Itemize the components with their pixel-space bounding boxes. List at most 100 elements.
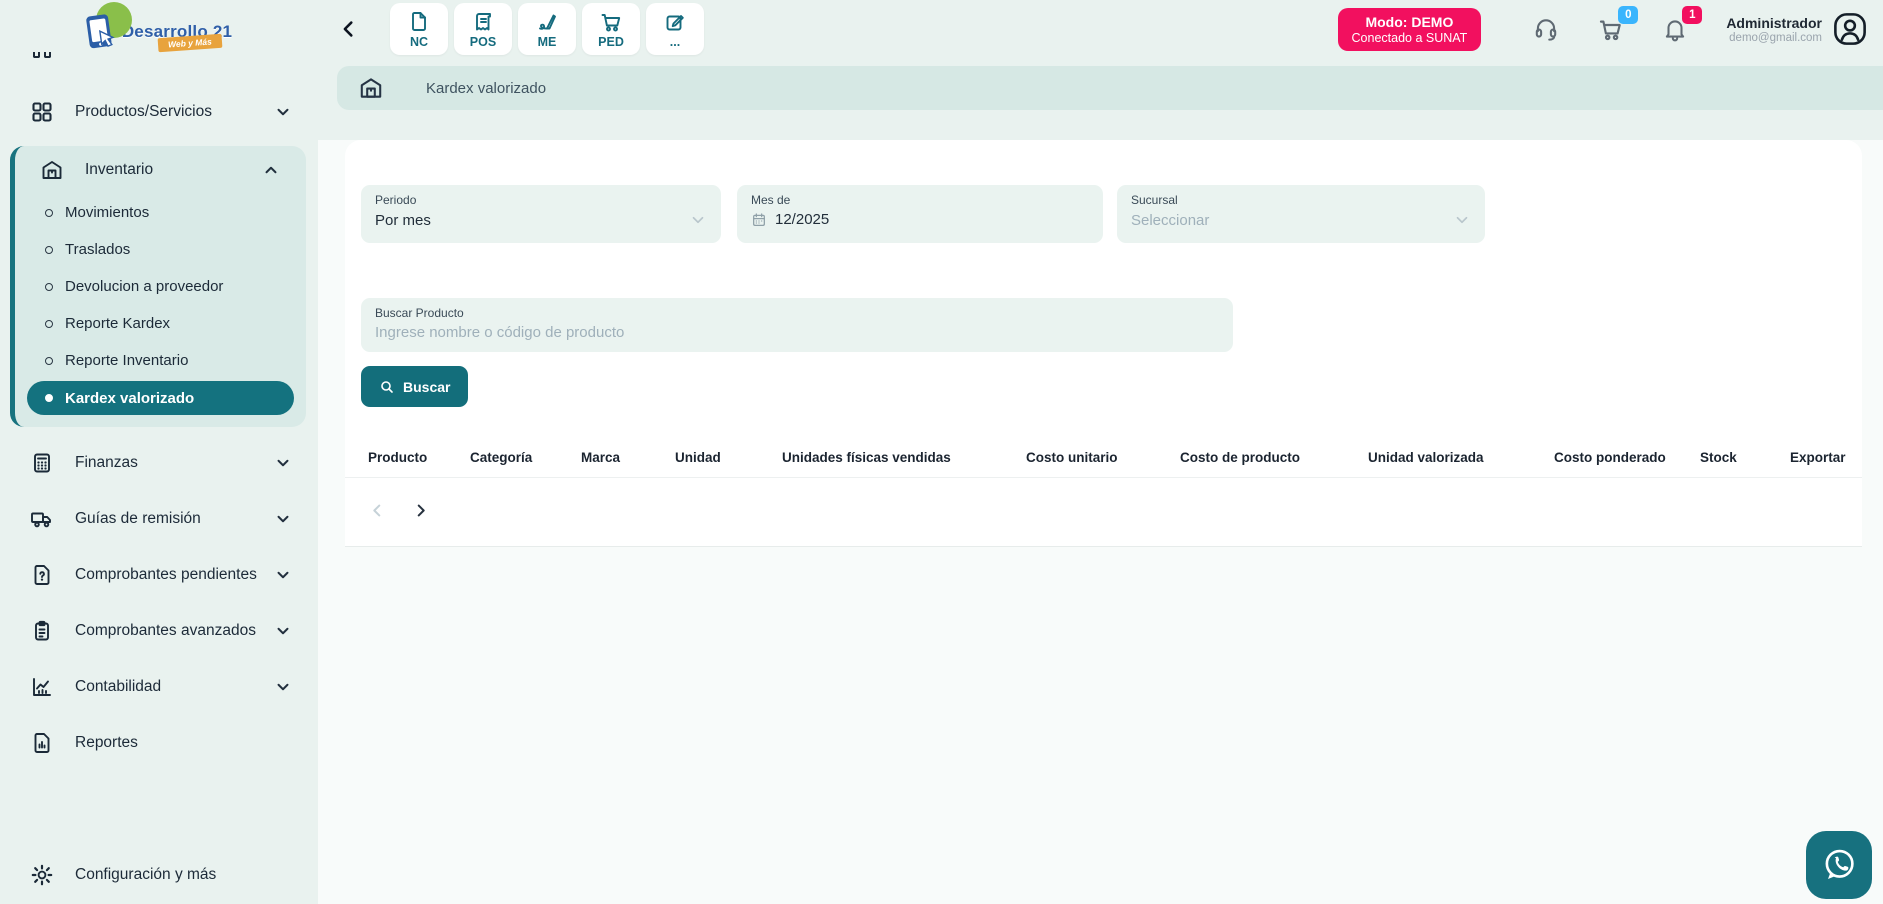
pen-icon <box>539 14 556 30</box>
table-header-row: Producto Categoría Marca Unidad Unidades… <box>345 444 1862 477</box>
buscar-button[interactable]: Buscar <box>361 366 469 407</box>
sidebar-item-comprobantes-pendientes[interactable]: Comprobantes pendientes <box>0 547 318 603</box>
chevron-up-icon <box>265 166 277 174</box>
periodo-select[interactable]: Periodo Por mes <box>361 185 721 243</box>
column-header-costo-de-producto: Costo de producto <box>1180 450 1300 465</box>
quick-action-label: ... <box>669 34 681 49</box>
quick-action-label: PED <box>598 34 624 49</box>
sidebar-item-comprobantes-avanzados[interactable]: Comprobantes avanzados <box>0 603 318 659</box>
breadcrumb-label: Kardex valorizado <box>426 79 547 97</box>
user-name: Administrador <box>1726 14 1822 31</box>
clipped-menu-icon <box>33 52 51 58</box>
column-header-marca: Marca <box>581 450 621 465</box>
column-header-unidades-fisicas: Unidades físicas vendidas <box>782 450 951 465</box>
back-button[interactable] <box>338 18 360 40</box>
quick-action-pos[interactable]: POS <box>454 3 512 55</box>
chevron-left-icon <box>373 504 381 517</box>
home-warehouse-icon <box>360 78 382 98</box>
chevron-down-icon <box>1456 216 1468 224</box>
whatsapp-icon <box>1825 849 1854 879</box>
main-area: NC POS ME PED <box>318 0 1883 904</box>
chevron-down-icon <box>277 515 289 523</box>
sidebar-subitem-movimientos[interactable]: Movimientos <box>15 194 306 231</box>
notifications-button[interactable]: 1 <box>1662 6 1703 42</box>
bullet-icon <box>45 208 53 217</box>
subitem-label: Kardex valorizado <box>65 389 195 407</box>
sidebar-nav: Productos/Servicios Inventario Movimient… <box>0 84 318 771</box>
chevron-left-icon <box>343 21 353 37</box>
subitem-label: Traslados <box>65 241 131 258</box>
chevron-down-icon <box>277 571 289 579</box>
pagination <box>369 502 429 519</box>
sidebar-item-guias-de-remision[interactable]: Guías de remisión <box>0 491 318 547</box>
column-header-categoria: Categoría <box>470 450 533 465</box>
sidebar-subitem-reporte-kardex[interactable]: Reporte Kardex <box>15 305 306 342</box>
mode-badge-line1: Modo: DEMO <box>1365 13 1454 30</box>
app-logo[interactable]: Desarrollo 21 Web y Más <box>0 0 318 58</box>
cart-count-badge: 0 <box>1618 5 1639 24</box>
quick-action-me[interactable]: ME <box>518 3 576 55</box>
quick-action-ped[interactable]: PED <box>582 3 640 55</box>
user-menu[interactable]: Administrador demo@gmail.com <box>1726 15 1822 44</box>
support-button[interactable] <box>1533 16 1559 42</box>
sidebar-item-label: Productos/Servicios <box>75 103 212 120</box>
mode-badge-line2: Conectado a SUNAT <box>1351 30 1468 45</box>
sidebar-item-reportes[interactable]: Reportes <box>0 715 318 771</box>
sidebar-item-inventario[interactable]: Inventario <box>15 146 306 194</box>
sidebar-item-productos-servicios[interactable]: Productos/Servicios <box>0 84 318 140</box>
file-question-icon <box>34 565 50 585</box>
brand-tagline: Web y Más <box>157 33 223 53</box>
field-label: Buscar Producto <box>375 306 464 320</box>
prev-page-button[interactable] <box>369 502 386 519</box>
column-header-unidad: Unidad <box>675 450 721 465</box>
quick-action-more[interactable]: ... <box>646 3 704 55</box>
sidebar-item-finanzas[interactable]: Finanzas <box>0 435 318 491</box>
sidebar-item-label: Reportes <box>75 734 138 751</box>
sidebar-subitem-kardex-valorizado-selected[interactable]: Kardex valorizado <box>27 381 294 415</box>
demo-mode-badge[interactable]: Modo: DEMO Conectado a SUNAT <box>1337 7 1482 51</box>
mes-de-picker[interactable]: Mes de 12/2025 <box>737 185 1103 243</box>
document-icon <box>412 11 426 31</box>
periodo-value: Por mes <box>375 211 431 229</box>
bullet-icon <box>45 356 53 365</box>
file-chart-icon <box>34 733 50 753</box>
sucursal-select[interactable]: Sucursal Seleccionar <box>1117 185 1485 243</box>
sidebar-item-label: Inventario <box>85 161 154 178</box>
sidebar-footer-label: Configuración y más <box>75 866 217 883</box>
chevron-down-icon <box>277 627 289 635</box>
cart-icon <box>601 13 621 31</box>
quick-action-label: POS <box>469 34 497 49</box>
next-page-button[interactable] <box>412 502 429 519</box>
sidebar-item-contabilidad[interactable]: Contabilidad <box>0 659 318 715</box>
truck-icon <box>31 512 51 528</box>
calendar-icon <box>753 212 765 226</box>
sidebar-item-label: Comprobantes pendientes <box>75 566 257 583</box>
buscar-producto-input[interactable]: Buscar Producto Ingrese nombre o código … <box>361 298 1233 352</box>
tablet-icon <box>86 14 115 49</box>
sidebar-subitem-reporte-inventario[interactable]: Reporte Inventario <box>15 342 306 379</box>
sidebar-subitem-devolucion-a-proveedor[interactable]: Devolucion a proveedor <box>15 268 306 305</box>
headset-icon <box>1536 19 1557 41</box>
edit-icon <box>666 14 684 30</box>
sidebar-subitem-traslados[interactable]: Traslados <box>15 231 306 268</box>
sidebar-item-label: Contabilidad <box>75 678 162 695</box>
table-header-divider <box>345 477 1862 478</box>
column-header-stock: Stock <box>1700 450 1737 465</box>
gear-icon <box>31 864 53 886</box>
cart-button[interactable]: 0 <box>1597 5 1639 43</box>
search-icon <box>381 380 393 393</box>
quick-action-nc[interactable]: NC <box>390 3 448 55</box>
quick-action-label: ME <box>537 34 557 49</box>
mes-de-value: 12/2025 <box>775 211 830 228</box>
warehouse-icon <box>42 161 62 179</box>
buscar-button-label: Buscar <box>403 378 451 395</box>
avatar-button[interactable] <box>1832 11 1868 47</box>
field-label: Sucursal <box>1131 193 1178 207</box>
subitem-label: Movimientos <box>65 204 150 221</box>
breadcrumb: Kardex valorizado <box>337 66 1883 110</box>
avatar-icon <box>1834 13 1866 45</box>
whatsapp-button[interactable] <box>1806 831 1872 899</box>
chevron-down-icon <box>277 459 289 467</box>
sidebar-item-configuracion[interactable]: Configuración y más <box>0 854 318 904</box>
